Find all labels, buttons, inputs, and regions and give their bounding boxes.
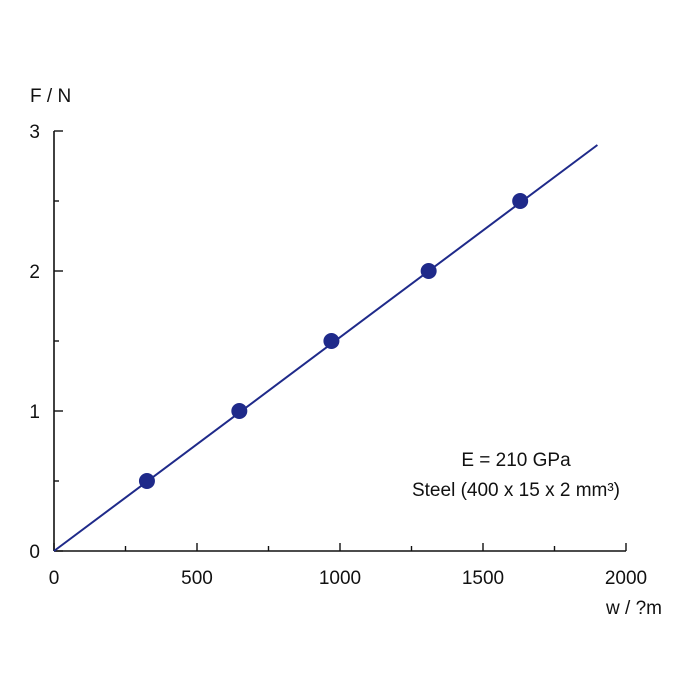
annotation-modulus: E = 210 GPa	[461, 450, 571, 471]
x-tick-label: 1500	[462, 568, 504, 589]
y-tick-label: 0	[29, 542, 40, 563]
annotation-specimen: Steel (400 x 15 x 2 mm³)	[412, 480, 620, 501]
x-tick-label: 2000	[605, 568, 647, 589]
y-tick-label: 1	[29, 402, 40, 423]
y-tick-label: 3	[29, 122, 40, 143]
x-tick-label: 500	[181, 568, 213, 589]
y-axis-label: F / N	[30, 86, 71, 107]
data-point	[420, 263, 437, 279]
y-tick-label: 2	[29, 262, 40, 283]
data-point	[138, 473, 155, 489]
plot-area	[53, 144, 598, 552]
x-axis-label: w / ?m	[605, 598, 662, 619]
x-axis-ticks: 0 500 1000 1500 2000	[49, 543, 647, 589]
y-axis-ticks: 0 1 2 3	[29, 122, 63, 563]
x-tick-label: 1000	[319, 568, 361, 589]
data-point	[512, 193, 529, 209]
data-point	[323, 333, 340, 349]
x-tick-label: 0	[49, 568, 60, 589]
data-point	[231, 403, 248, 419]
